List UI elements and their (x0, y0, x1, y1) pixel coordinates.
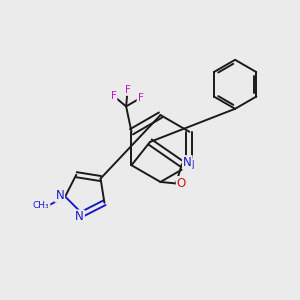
Text: F: F (125, 85, 130, 95)
Text: N: N (75, 210, 84, 224)
Text: O: O (177, 177, 186, 190)
Text: CH₃: CH₃ (33, 201, 50, 210)
Text: N: N (186, 159, 194, 172)
Text: F: F (111, 91, 116, 101)
Text: N: N (183, 156, 192, 169)
Text: N: N (56, 189, 64, 202)
Text: F: F (137, 93, 143, 103)
